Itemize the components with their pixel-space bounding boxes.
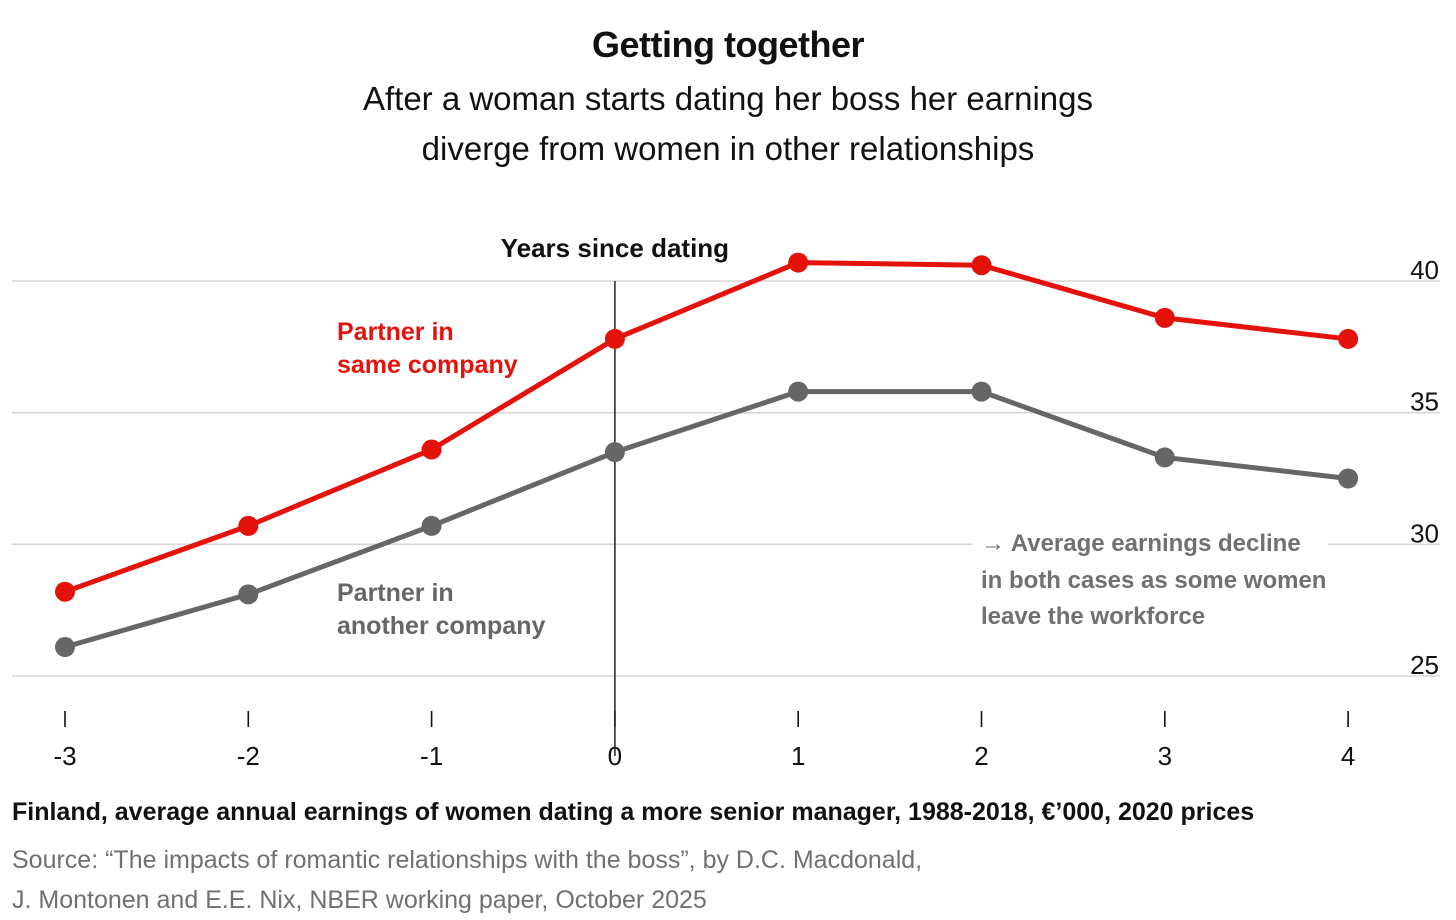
source-line: Source: “The impacts of romantic relatio… [12,846,923,874]
annotation-text: → Average earnings decline in both cases… [981,530,1333,630]
y-tick-label: 30 [1410,518,1439,548]
data-point-1 [55,637,75,658]
x-tick-label: -2 [237,741,260,771]
subtitle-line: After a woman starts dating her boss her… [362,80,1094,117]
data-point-0 [238,515,259,536]
data-point-0 [1154,307,1175,328]
data-point-1 [421,515,442,536]
y-tick-label: 25 [1410,650,1439,680]
x-tick-label: 1 [791,741,805,771]
chart-title: Getting together [592,24,864,65]
reference-line-group: Years since dating [501,233,729,756]
series-label-another-company: Partner in another company [337,579,545,640]
x-tick-label: 3 [1158,741,1172,771]
data-point-0 [55,581,75,602]
data-point-0 [1338,328,1359,349]
series-labels: Partner in same company Partner in anoth… [337,318,545,640]
x-axis-ticks: -3 -2 -1 0 1 2 3 4 [53,711,1355,771]
series-group [55,252,1359,658]
series-line-1 [62,389,1351,650]
data-point-0 [421,439,442,460]
chart-description: Finland, average annual earnings of wome… [12,798,1255,826]
source-line: J. Montonen and E.E. Nix, NBER working p… [12,886,707,914]
y-axis-tick-labels: 25 30 35 40 [1410,255,1439,680]
data-point-1 [1154,447,1175,468]
annotation-line: in both cases as some women [981,567,1326,594]
annotation-background [972,526,1328,632]
series-line-0 [62,260,1351,595]
x-tick-label: 2 [974,741,988,771]
reference-line-label: Years since dating [501,233,729,263]
y-tick-label: 40 [1410,255,1439,285]
series-label-line: Partner in [337,318,454,346]
data-point-1 [788,381,809,402]
series-label-line: Partner in [337,579,454,607]
x-tick-label: -3 [53,741,76,771]
data-point-0 [604,328,625,349]
y-tick-label: 35 [1410,387,1439,417]
data-point-0 [971,255,992,276]
source-note: Source: “The impacts of romantic relatio… [12,840,922,920]
x-tick-label: 4 [1341,741,1355,771]
annotation-line: leave the workforce [981,603,1205,630]
gridlines [12,280,1440,677]
series-label-line: same company [337,351,518,379]
subtitle-line: diverge from women in other relationship… [421,130,1035,167]
series-label-line: another company [337,612,545,640]
series-label-same-company: Partner in same company [337,318,518,379]
data-point-1 [971,381,992,402]
data-point-0 [788,252,809,273]
data-point-1 [238,584,259,605]
annotation: → Average earnings decline in both cases… [972,526,1333,632]
x-tick-label: -1 [420,741,443,771]
data-point-1 [604,442,625,463]
data-point-1 [1338,468,1359,489]
chart-subtitle: After a woman starts dating her boss her… [0,74,1456,174]
annotation-line: → Average earnings decline [981,530,1301,557]
